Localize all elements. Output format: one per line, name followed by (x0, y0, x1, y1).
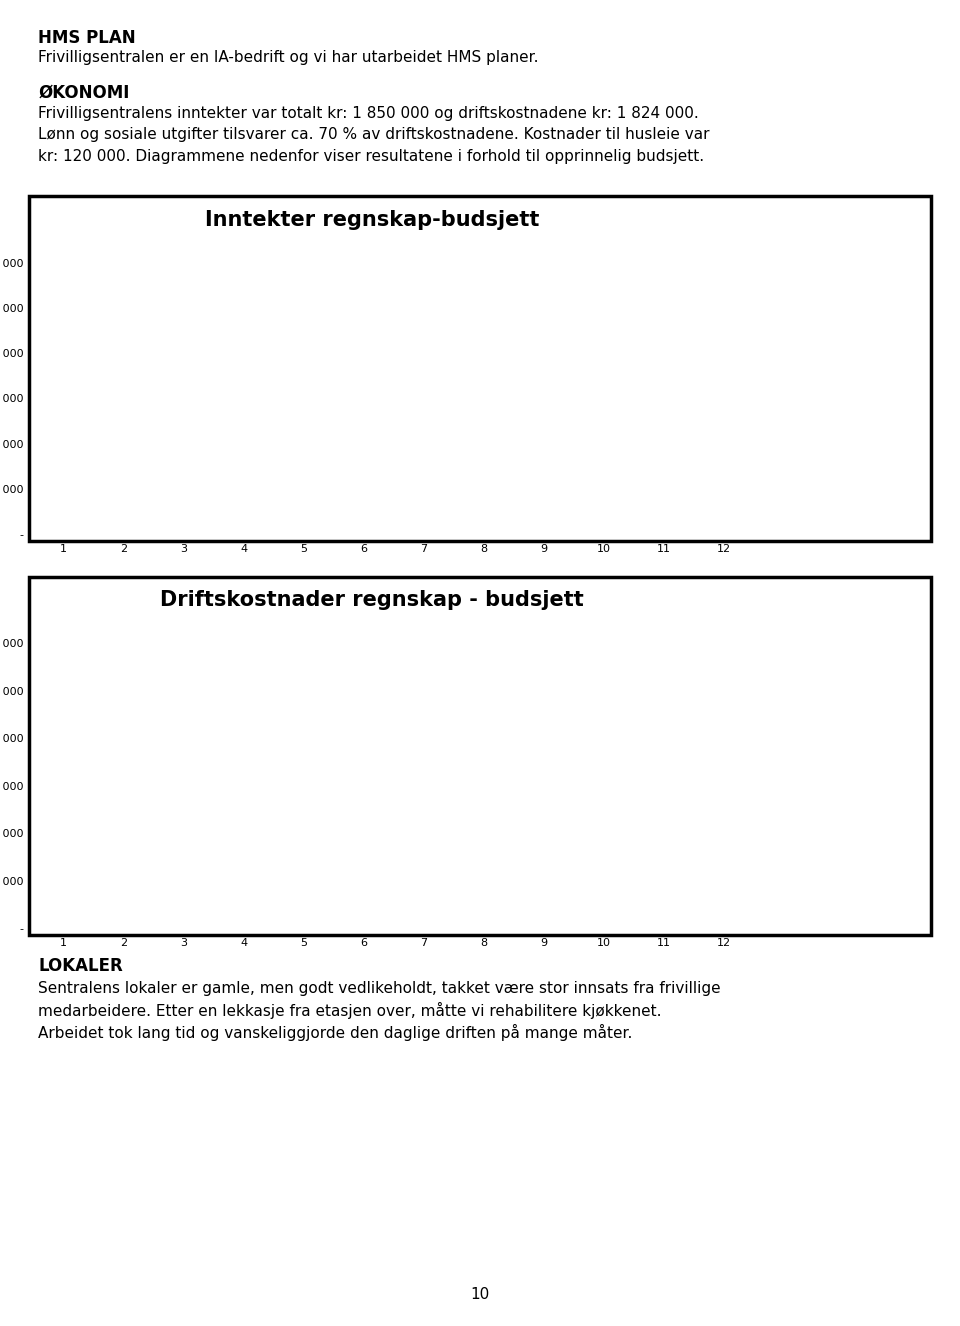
Text: 10: 10 (470, 1288, 490, 1302)
Text: HMS PLAN: HMS PLAN (38, 29, 136, 48)
Text: medarbeidere. Etter en lekkasje fra etasjen over, måtte vi rehabilitere kjøkkene: medarbeidere. Etter en lekkasje fra etas… (38, 1002, 661, 1020)
Text: LOKALER: LOKALER (38, 957, 123, 976)
Text: Frivilligsentralen er en IA-bedrift og vi har utarbeidet HMS planer.: Frivilligsentralen er en IA-bedrift og v… (38, 50, 539, 65)
Text: Driftskostnader regnskap - budsjett: Driftskostnader regnskap - budsjett (159, 590, 584, 610)
Text: Inntekter regnskap-budsjett: Inntekter regnskap-budsjett (204, 210, 539, 229)
Legend: Inntekter regnskap, Inntektor budsjett: Inntekter regnskap, Inntektor budsjett (773, 381, 912, 416)
Text: ØKONOMI: ØKONOMI (38, 84, 130, 102)
Text: Arbeidet tok lang tid og vanskeliggjorde den daglige driften på mange måter.: Arbeidet tok lang tid og vanskeliggjorde… (38, 1024, 633, 1041)
Text: Lønn og sosiale utgifter tilsvarer ca. 70 % av driftskostnadene. Kostnader til h: Lønn og sosiale utgifter tilsvarer ca. 7… (38, 127, 709, 142)
Text: Sentralens lokaler er gamle, men godt vedlikeholdt, takket være stor innsats fra: Sentralens lokaler er gamle, men godt ve… (38, 981, 721, 996)
Text: kr: 120 000. Diagrammene nedenfor viser resultatene i forhold til opprinnelig bu: kr: 120 000. Diagrammene nedenfor viser … (38, 149, 705, 163)
Text: Frivilligsentralens inntekter var totalt kr: 1 850 000 og driftskostnadene kr: 1: Frivilligsentralens inntekter var totalt… (38, 106, 699, 121)
Legend: Driftskostnader, Driftskostnader: Driftskostnader, Driftskostnader (773, 782, 894, 818)
